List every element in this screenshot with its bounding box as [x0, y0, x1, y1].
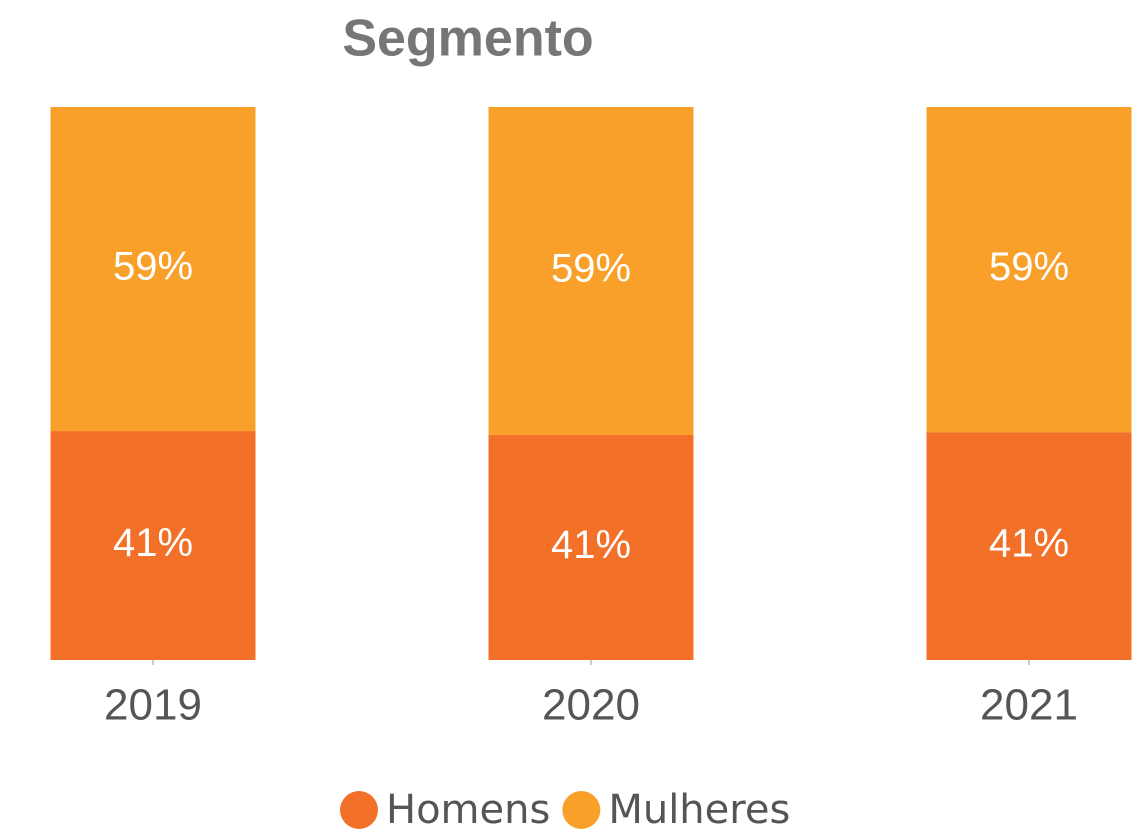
x-tick-label: 2021 — [980, 681, 1078, 730]
legend-label: Homens — [386, 787, 550, 833]
bar-segment — [50, 431, 256, 660]
value-label: 59% — [989, 245, 1069, 289]
legend-swatch — [562, 791, 601, 829]
bar-segment — [50, 107, 256, 432]
legend-label: Mulheres — [608, 787, 790, 833]
value-label: 41% — [113, 521, 193, 565]
chart-title: Segmento — [342, 10, 593, 68]
bar-segment — [488, 107, 694, 435]
x-tick-label: 2019 — [104, 681, 202, 730]
value-label: 41% — [551, 523, 631, 567]
bar-segment — [926, 107, 1132, 433]
value-label: 59% — [551, 247, 631, 291]
x-tick-label: 2020 — [542, 681, 640, 730]
bar-segment — [926, 432, 1132, 660]
value-label: 59% — [113, 245, 193, 289]
bar-segment — [488, 434, 694, 660]
legend-swatch — [340, 791, 378, 829]
value-label: 41% — [989, 522, 1069, 566]
